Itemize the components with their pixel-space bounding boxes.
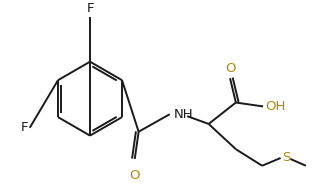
Text: O: O <box>225 62 235 75</box>
Text: OH: OH <box>265 100 285 113</box>
Text: S: S <box>282 151 291 165</box>
Text: O: O <box>129 169 140 182</box>
Text: F: F <box>20 121 28 134</box>
Text: F: F <box>86 2 94 15</box>
Text: NH: NH <box>174 108 193 121</box>
